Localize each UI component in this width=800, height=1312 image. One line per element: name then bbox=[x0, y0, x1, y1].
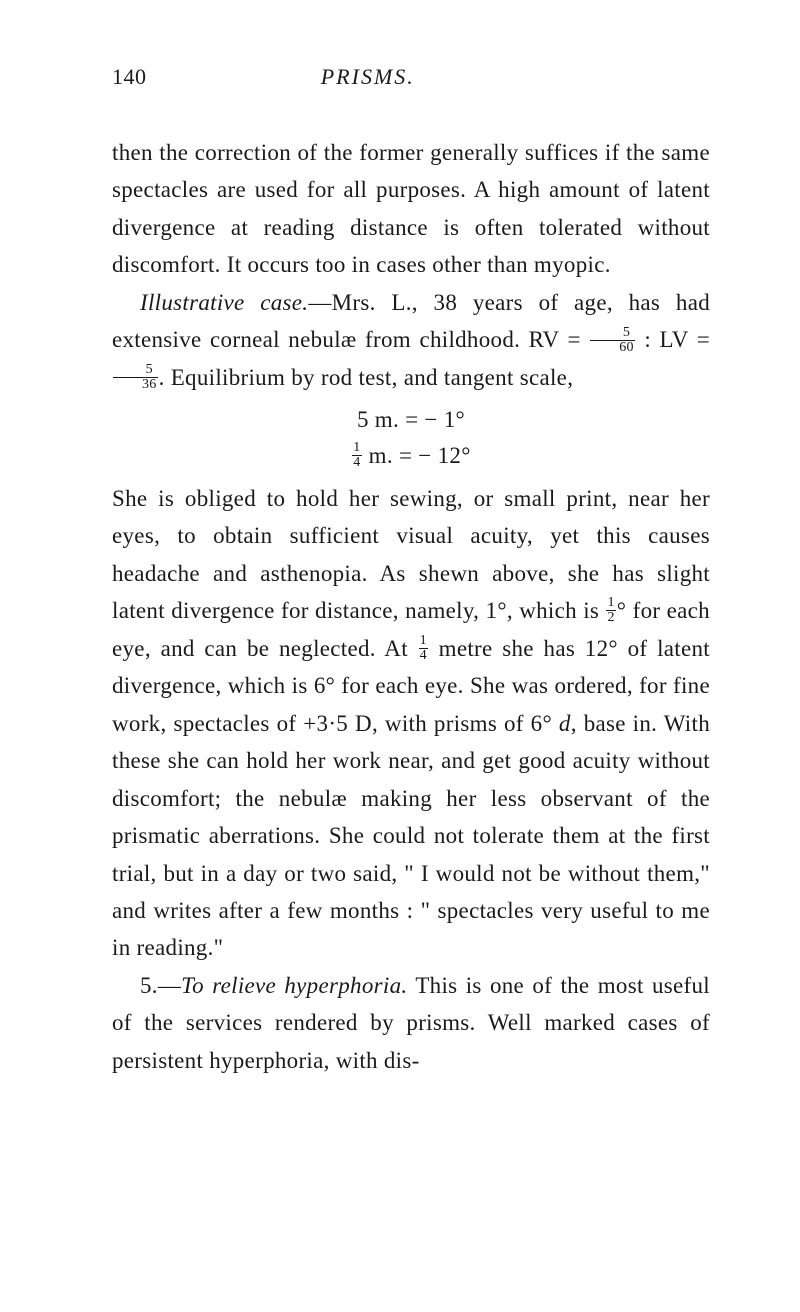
frac-den: 4 bbox=[352, 456, 361, 470]
page: 140 PRISMS. then the correction of the f… bbox=[0, 0, 800, 1312]
paragraph-2: Illustrative case.—Mrs. L., 38 years of … bbox=[112, 284, 710, 396]
frac-den: 4 bbox=[419, 649, 428, 663]
p2-end: . Equilibrium by rod test, and tangent s… bbox=[159, 365, 574, 390]
paragraph-1: then the correction of the former genera… bbox=[112, 134, 710, 284]
frac-den: 2 bbox=[606, 611, 615, 625]
formula-line-2: 14 m. = − 12° bbox=[112, 438, 710, 474]
frac-den: 60 bbox=[590, 341, 635, 355]
body-text: then the correction of the former genera… bbox=[112, 134, 710, 1079]
page-number: 140 bbox=[112, 64, 147, 90]
frac-num: 1 bbox=[606, 596, 615, 611]
frac-num: 1 bbox=[352, 441, 361, 456]
p4-num: 5.— bbox=[140, 973, 181, 998]
formula-block: 5 m. = − 1° 14 m. = − 12° bbox=[112, 402, 710, 473]
case-lead: Illustrative case. bbox=[140, 290, 308, 315]
page-header: 140 PRISMS. bbox=[112, 64, 710, 90]
p3-e: , base in. With these she can hold her w… bbox=[112, 711, 710, 961]
frac-num: 5 bbox=[590, 326, 635, 341]
fraction-5-60: 560 bbox=[590, 326, 635, 355]
chapter-title: PRISMS. bbox=[321, 64, 415, 90]
p2-mid: : LV = bbox=[636, 327, 710, 352]
frac-den: 36 bbox=[113, 378, 158, 392]
frac-num: 5 bbox=[113, 363, 158, 378]
formula-line-1: 5 m. = − 1° bbox=[112, 402, 710, 438]
frac-num: 1 bbox=[419, 634, 428, 649]
fraction-5-36: 536 bbox=[113, 363, 158, 392]
paragraph-4: 5.—To relieve hyperphoria. This is one o… bbox=[112, 967, 710, 1079]
formula2-rest: m. = − 12° bbox=[363, 443, 471, 468]
p4-italic: To relieve hyperphoria. bbox=[181, 973, 407, 998]
smallcap-d: D bbox=[355, 711, 372, 736]
fraction-1-4: 14 bbox=[352, 441, 361, 470]
fraction-1-4b: 14 bbox=[419, 634, 428, 663]
p3-d: , with prisms of 6° bbox=[372, 711, 559, 736]
paragraph-3: She is obliged to hold her sewing, or sm… bbox=[112, 480, 710, 967]
fraction-1-2: 12 bbox=[606, 596, 615, 625]
italic-d: d bbox=[559, 711, 571, 736]
